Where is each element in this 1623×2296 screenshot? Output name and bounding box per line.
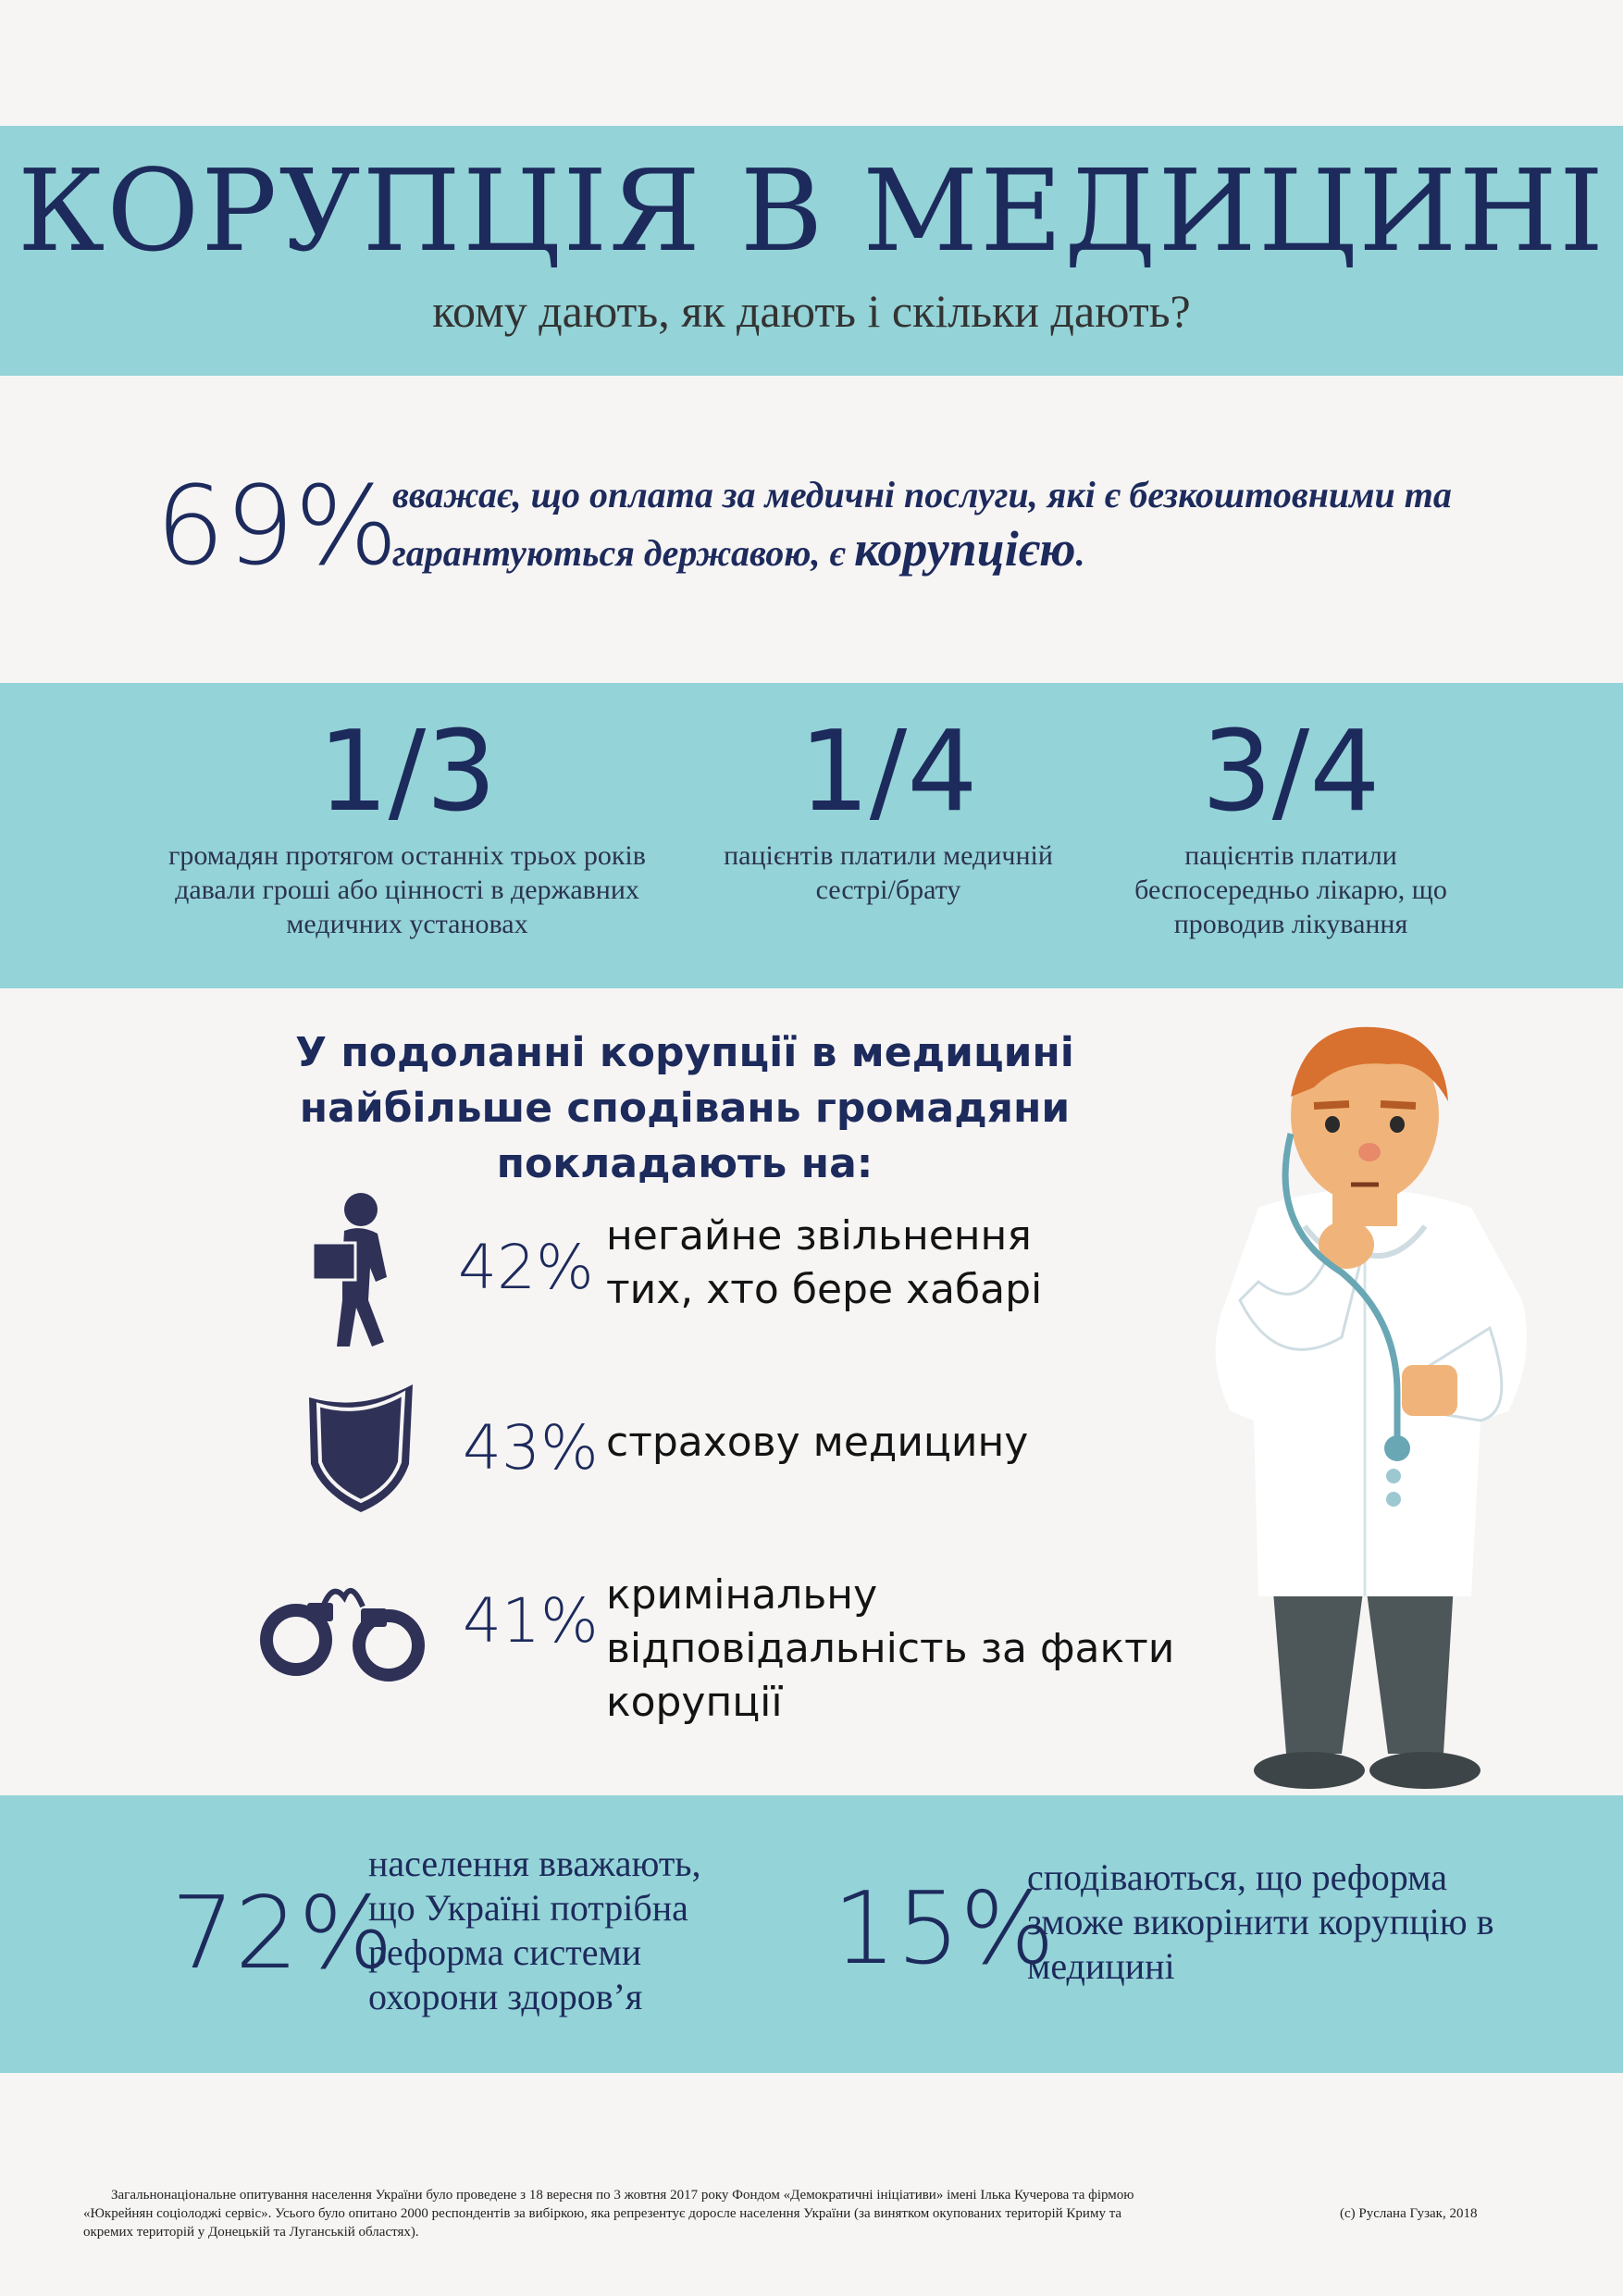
shield-icon <box>309 1384 413 1512</box>
fraction-stat: 1/4 пацієнтів платили медичній сестрі/бр… <box>648 713 1129 907</box>
page-title: КОРУПЦІЯ В МЕДИЦИНІ <box>17 145 1606 277</box>
hope-text: кримінальну відповідальність за факти ко… <box>606 1571 1175 1726</box>
footnote: Загальнонаціональне опитування населення… <box>83 2188 1134 2240</box>
handcuffs-icon <box>260 1588 425 1682</box>
copyright: (с) Руслана Гузак, 2018 <box>1340 2206 1478 2221</box>
fraction-stat: 1/3 громадян протягом останніх трьох рок… <box>139 713 675 941</box>
bottom-percent: 72% <box>171 1876 394 1992</box>
bottom-percent: 15% <box>833 1871 1056 1987</box>
person-carrying-box-icon <box>311 1193 387 1347</box>
hopes-heading: У подоланні корупції в медицині найбільш… <box>295 1029 1074 1187</box>
hope-percent: 41% <box>463 1585 599 1657</box>
fraction-description: пацієнтів платили беспосередньо лікарю, … <box>1134 840 1447 939</box>
intro-accent-word: корупцією <box>854 521 1076 577</box>
intro-text: вважає, що оплата за медичні послуги, як… <box>392 468 1530 580</box>
bottom-text: сподіваються, що реформа зможе викорінит… <box>1027 1856 1494 1987</box>
fraction-stat: 3/4 пацієнтів платили беспосередньо ліка… <box>1046 713 1536 941</box>
bottom-text: населення вважають, що Україні потрібна … <box>368 1843 701 2017</box>
header-band <box>0 126 1623 376</box>
intro-percent: 69% <box>155 462 399 590</box>
hope-text: страхову медицину <box>606 1419 1029 1466</box>
doctor-illustration <box>1215 1026 1527 1789</box>
fraction-value: 3/4 <box>1201 708 1381 837</box>
fraction-value: 1/4 <box>799 708 978 837</box>
intro-text-end: . <box>1075 532 1085 574</box>
hope-text: негайне звільнення тих, хто бере хабарі <box>606 1212 1043 1313</box>
page-subtitle: кому дають, як дають і скільки дають? <box>432 285 1191 337</box>
fraction-description: громадян протягом останніх трьох років д… <box>168 840 646 939</box>
hope-percent: 43% <box>463 1412 599 1483</box>
bottom-band <box>0 1795 1623 2073</box>
fractions-band <box>0 683 1623 988</box>
intro-text-main: вважає, що оплата за медичні послуги, як… <box>392 474 1452 574</box>
fraction-value: 1/3 <box>317 708 497 837</box>
fraction-description: пацієнтів платили медичній сестрі/брату <box>724 840 1053 905</box>
hope-percent: 42% <box>458 1232 594 1303</box>
